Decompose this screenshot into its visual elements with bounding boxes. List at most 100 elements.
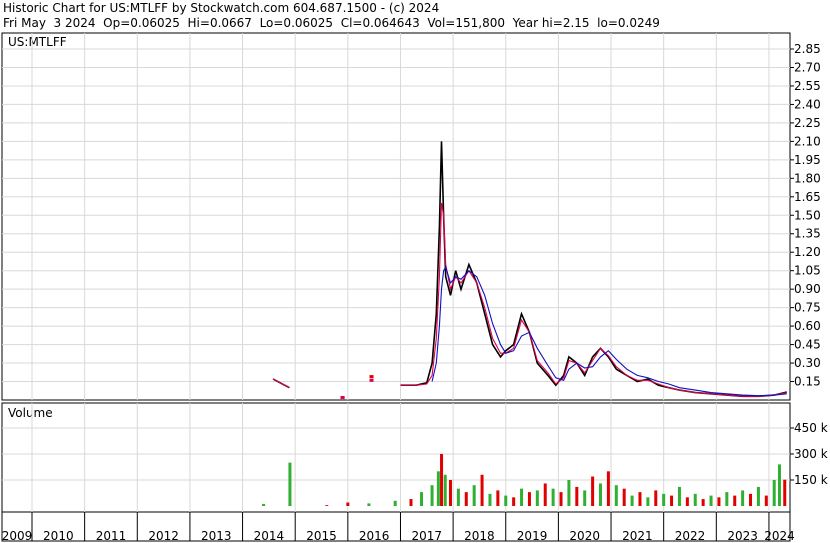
x-tick-label: 2011 [96,529,127,543]
x-tick-label: 2023 [727,529,758,543]
price-label: US:MTLFF [8,35,67,49]
price-point [369,378,374,382]
y-tick-label: 2.55 [794,79,821,93]
y-tick-label: 2.85 [794,42,821,56]
volume-bar [693,493,697,506]
volume-bar [472,485,476,506]
y-tick-label: 1.05 [794,264,821,278]
volume-bar [583,490,587,506]
x-tick-label: 2015 [306,529,337,543]
y-tick-label: 2.10 [794,134,821,148]
x-tick-label: 2016 [359,529,390,543]
volume-label: Volume [8,406,53,420]
y-tick-label: 1.50 [794,208,821,222]
y-tick-label: 2.70 [794,60,821,74]
volume-bar [764,495,768,506]
volume-bar [725,492,729,506]
x-tick-label: 2019 [517,529,548,543]
volume-bar [456,488,460,506]
price-line [272,378,290,389]
volume-bar [599,483,603,506]
x-tick-label: 2020 [569,529,600,543]
y-tick-label: 0.45 [794,338,821,352]
x-tick-label: 2022 [675,529,706,543]
volume-bar [591,476,595,506]
quote-line: Fri May 3 2024 Op=0.06025 Hi=0.0667 Lo=0… [3,16,660,30]
volume-bar [325,505,329,506]
y-tick-label: 0.30 [794,356,821,370]
volume-bar [480,474,484,506]
volume-bar [662,493,666,506]
chart-title: Historic Chart for US:MTLFF by Stockwatc… [3,1,439,15]
volume-bar [614,485,618,506]
price-line [431,265,787,397]
volume-bar [630,495,634,506]
volume-bar [575,486,579,506]
volume-bar [512,497,516,506]
year-axis [1,511,791,542]
volume-bar [717,497,721,506]
y-tick-label: 0.75 [794,301,821,315]
y-tick-label: 450 k [794,421,828,435]
volume-bar [567,479,571,506]
volume-bar [638,492,642,506]
y-tick-label: 1.95 [794,153,821,167]
volume-bar [346,502,350,506]
volume-bar [551,488,555,506]
volume-bar [622,488,626,506]
volume-bar [443,474,447,506]
y-tick-label: 150 k [794,473,828,487]
volume-bar [436,471,440,506]
volume-bar [670,495,674,506]
volume-bar [520,488,524,506]
volume-bar [464,492,468,506]
y-tick-label: 1.80 [794,171,821,185]
y-tick-label: 0.60 [794,319,821,333]
volume-bar [420,492,424,506]
volume-bar [393,500,397,506]
volume-bar [488,493,492,506]
volume-bar [535,490,539,506]
volume-bar [677,486,681,506]
x-tick-label: 2013 [201,529,232,543]
volume-bar [646,497,650,506]
volume-bar [543,483,547,506]
volume-bar [440,453,444,506]
volume-bar [504,495,508,506]
x-tick-label: 2014 [254,529,285,543]
x-tick-label: 2021 [622,529,653,543]
volume-bar [367,503,371,506]
volume-bar [559,492,563,506]
volume-bar [430,485,434,506]
x-tick-label: 2012 [148,529,179,543]
price-panel [1,32,791,401]
volume-bar [749,493,753,506]
volume-bar [448,479,452,506]
x-tick-label: 2017 [412,529,443,543]
volume-bar [654,490,658,506]
volume-bar [777,464,781,506]
volume-bar [709,495,713,506]
price-line [400,202,787,397]
y-tick-label: 1.20 [794,245,821,259]
volume-bar [288,462,292,506]
volume-bar [606,471,610,506]
x-tick-label: 2018 [464,529,495,543]
y-tick-label: 0.15 [794,375,821,389]
x-tick-label: 2024 [764,529,795,543]
y-tick-label: 1.35 [794,227,821,241]
y-tick-label: 2.40 [794,97,821,111]
volume-bar [496,490,500,506]
y-tick-label: 1.65 [794,190,821,204]
price-point [369,375,374,379]
volume-bar [262,503,266,506]
volume-bar [733,495,737,506]
volume-bar [756,486,760,506]
volume-bar [701,499,705,506]
volume-bar [685,497,689,506]
y-tick-label: 0.90 [794,282,821,296]
volume-bar [527,492,531,506]
x-tick-label: 2010 [43,529,74,543]
